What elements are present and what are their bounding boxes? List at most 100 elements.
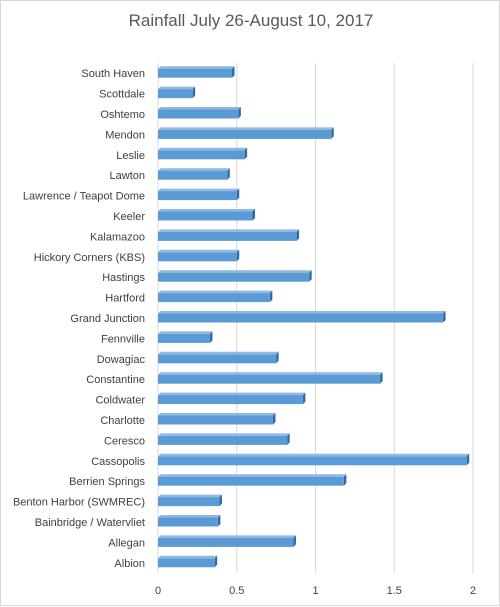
bar-front-face	[158, 89, 193, 99]
bar-front-face	[158, 558, 215, 568]
bar-front-face	[158, 354, 277, 364]
bar-top-face	[158, 270, 312, 273]
bar-top-face	[158, 535, 296, 538]
bar-top-face	[158, 168, 230, 171]
category-label: Constantine	[86, 374, 145, 386]
bar-front-face	[158, 231, 297, 241]
bar-side-face	[236, 188, 240, 201]
chart-title: Rainfall July 26-August 10, 2017	[128, 11, 374, 30]
category-label: Bainbridge / Watervliet	[35, 517, 145, 529]
bar-front-face	[158, 191, 237, 201]
bar-side-face	[217, 515, 221, 527]
bar-top-face	[158, 86, 196, 90]
bar-top-face	[158, 331, 213, 334]
bar-side-face	[272, 413, 276, 425]
bar-top-face	[158, 249, 240, 253]
bar-front-face	[158, 374, 381, 384]
bar-front-face	[158, 170, 228, 180]
bar-top-face	[158, 453, 470, 457]
x-tick-label: 0	[155, 585, 161, 597]
bar-front-face	[158, 293, 270, 303]
bar-top-face	[158, 413, 276, 416]
category-label: Lawrence / Teapot Dome	[23, 191, 145, 203]
category-label: Oshtemo	[100, 109, 145, 121]
bar-front-face	[158, 517, 218, 527]
bar	[158, 372, 383, 384]
bar-top-face	[158, 351, 279, 355]
bar	[158, 535, 296, 547]
bar	[158, 107, 241, 119]
bar-front-face	[158, 456, 467, 466]
bar-front-face	[158, 68, 233, 78]
bar-side-face	[302, 392, 306, 405]
bars	[158, 66, 470, 568]
category-label: Hickory Corners (KBS)	[34, 252, 145, 264]
category-label: Cassopolis	[91, 456, 145, 468]
bar-side-face	[238, 107, 241, 119]
bar-front-face	[158, 333, 210, 343]
bar	[158, 392, 306, 405]
bar-side-face	[296, 229, 300, 241]
bar-side-face	[287, 433, 290, 445]
bar-top-face	[158, 474, 347, 477]
category-label: Leslie	[116, 150, 145, 162]
category-label: Hartford	[105, 293, 145, 305]
bar	[158, 494, 222, 507]
category-label: Ceresco	[104, 435, 145, 447]
bar-front-face	[158, 537, 294, 547]
bar	[158, 249, 240, 262]
category-label: Scottdale	[99, 89, 145, 101]
category-label: Mendon	[105, 129, 145, 141]
bar	[158, 147, 248, 160]
bar	[158, 311, 446, 323]
bar-side-face	[269, 290, 273, 303]
bar	[158, 66, 235, 78]
bar-top-face	[158, 127, 334, 130]
bar-side-face	[276, 351, 279, 364]
bar	[158, 331, 213, 343]
bar-side-face	[293, 535, 296, 547]
bar-front-face	[158, 272, 310, 282]
bar-side-face	[209, 331, 213, 343]
bar-top-face	[158, 311, 446, 314]
category-label: Charlotte	[100, 415, 145, 427]
bar-side-face	[227, 168, 230, 180]
bar-side-face	[343, 474, 347, 486]
category-label: Grand Junction	[70, 313, 145, 325]
bar-side-face	[380, 372, 383, 384]
x-tick-label: 1	[312, 585, 318, 597]
bar-side-face	[232, 66, 235, 78]
bar-top-face	[158, 372, 383, 375]
x-tick-label: 0.5	[229, 585, 244, 597]
bar-front-face	[158, 150, 245, 160]
bar-front-face	[158, 415, 273, 425]
bar-top-face	[158, 555, 218, 559]
bar-top-face	[158, 229, 300, 232]
bar	[158, 127, 334, 139]
bar	[158, 413, 276, 425]
bar-front-face	[158, 129, 332, 139]
bar-top-face	[158, 515, 221, 518]
bar	[158, 209, 255, 221]
category-label: Kalamazoo	[90, 231, 145, 243]
category-label: Lawton	[110, 170, 145, 182]
bar	[158, 515, 221, 527]
bar	[158, 351, 279, 364]
bar-side-face	[443, 311, 446, 323]
category-label: Allegan	[108, 537, 145, 549]
bar-side-face	[214, 555, 218, 568]
category-label: Fennville	[101, 333, 145, 345]
bar	[158, 270, 312, 282]
bar-top-face	[158, 494, 222, 498]
category-label: Keeler	[113, 211, 145, 223]
bar	[158, 229, 300, 241]
bar-top-face	[158, 392, 306, 396]
bar-front-face	[158, 252, 237, 262]
bar-side-face	[192, 86, 196, 99]
bar	[158, 86, 196, 99]
bar-side-face	[309, 270, 312, 282]
bar	[158, 188, 240, 201]
bar-side-face	[219, 494, 222, 507]
